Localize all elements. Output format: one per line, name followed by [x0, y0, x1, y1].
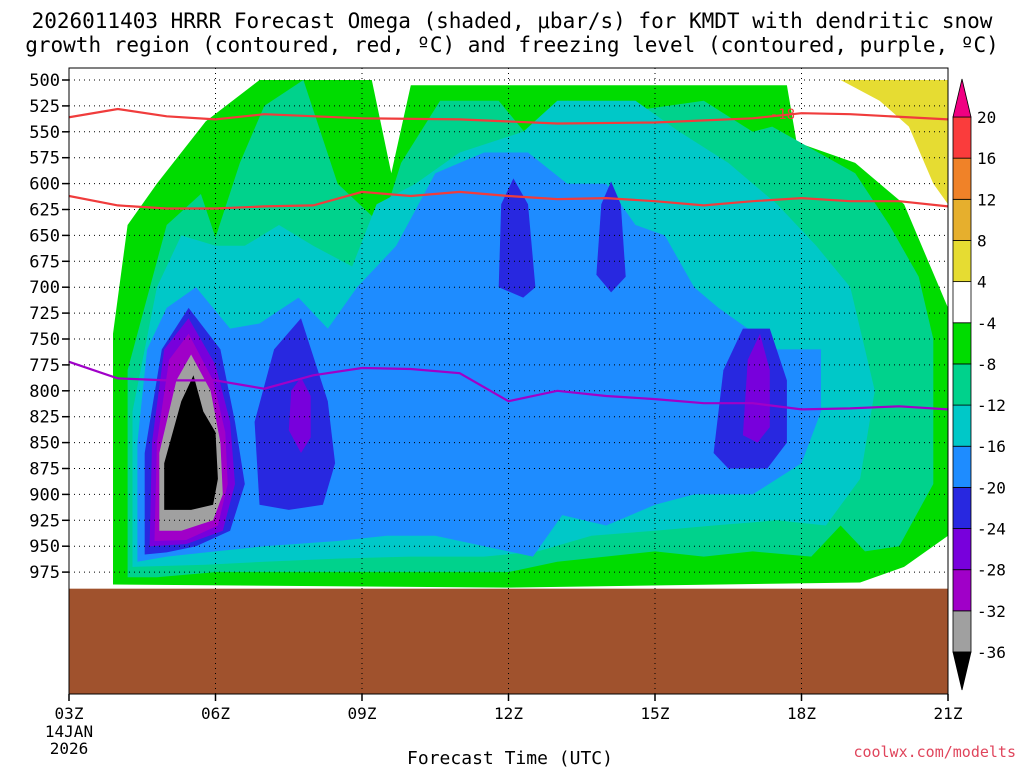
colorbar-label-8: 8	[977, 231, 987, 250]
colorbar-box-2	[952, 528, 972, 571]
y-tick-825: 825	[29, 408, 60, 428]
colorbar-arrow-high	[952, 78, 972, 118]
colorbar-box-10	[952, 198, 972, 241]
colorbar-label--28: -28	[977, 561, 1006, 580]
omega-band-4	[840, 80, 948, 205]
x-axis-label: Forecast Time (UTC)	[407, 748, 613, 768]
chart-title-line1: 2026011403 HRRR Forecast Omega (shaded, …	[32, 9, 993, 33]
omega-band--20c	[498, 178, 536, 298]
ground-strip	[69, 588, 948, 694]
x-tick-09Z: 09Z	[348, 704, 377, 723]
dgz-minus12-contour	[69, 190, 948, 210]
y-tick-850: 850	[29, 434, 60, 454]
dgz-minus18-contour	[69, 107, 948, 125]
colorbar-label-12: 12	[977, 190, 996, 209]
y-tick-600: 600	[29, 175, 60, 195]
y-tick-875: 875	[29, 460, 60, 480]
colorbar-label--4: -4	[977, 314, 996, 333]
credit-text: coolwx.com/modelts	[853, 743, 1016, 761]
x-tick-21Z: 21Z	[934, 704, 963, 723]
dgz-contour-label: -18	[770, 107, 795, 123]
y-tick-950: 950	[29, 537, 60, 557]
y-tick-625: 625	[29, 201, 60, 221]
y-tick-675: 675	[29, 252, 60, 272]
x-tick-18Z: 18Z	[787, 704, 816, 723]
omega-band--36	[164, 375, 218, 510]
colorbar-box-9	[952, 240, 972, 283]
colorbar-label--24: -24	[977, 520, 1006, 539]
colorbar-box-4	[952, 445, 972, 488]
colorbar-box-11	[952, 157, 972, 200]
chart-title-line2: growth region (contoured, red, ºC) and f…	[25, 33, 999, 57]
freezing-level-contour	[69, 360, 948, 411]
omega-band--24c	[742, 333, 770, 443]
colorbar-label--16: -16	[977, 437, 1006, 456]
y-tick-775: 775	[29, 356, 60, 376]
colorbar-label--12: -12	[977, 396, 1006, 415]
colorbar-box-7	[952, 322, 972, 365]
y-tick-900: 900	[29, 485, 60, 505]
y-tick-575: 575	[29, 149, 60, 169]
colorbar-box-1	[952, 569, 972, 612]
colorbar-label-4: 4	[977, 273, 987, 292]
colorbar-label--20: -20	[977, 478, 1006, 497]
colorbar-label-16: 16	[977, 149, 996, 168]
y-tick-700: 700	[29, 278, 60, 298]
omega-band--24b	[288, 377, 311, 453]
colorbar-box-3	[952, 486, 972, 529]
colorbar-label-20: 20	[977, 108, 996, 127]
colorbar-box-5	[952, 404, 972, 447]
x-tick-date: 14JAN	[45, 722, 93, 741]
y-tick-925: 925	[29, 511, 60, 531]
y-tick-750: 750	[29, 330, 60, 350]
y-tick-975: 975	[29, 563, 60, 583]
omega-shading	[113, 80, 948, 588]
x-tick-year: 2026	[50, 739, 89, 758]
colorbar-box-12	[952, 116, 972, 159]
x-tick-15Z: 15Z	[641, 704, 670, 723]
colorbar: -36 -32 -28 -24 -20 -16 -12 -8 -4 4 8 12 16 20	[952, 78, 1006, 691]
ground-surface	[69, 588, 948, 694]
y-tick-650: 650	[29, 226, 60, 246]
colorbar-box-0	[952, 610, 972, 653]
x-tick-03Z: 03Z	[55, 704, 84, 723]
y-tick-550: 550	[29, 123, 60, 143]
y-tick-800: 800	[29, 382, 60, 402]
colorbar-box-6	[952, 363, 972, 406]
y-tick-500: 500	[29, 71, 60, 91]
colorbar-label--8: -8	[977, 355, 996, 374]
y-tick-525: 525	[29, 97, 60, 117]
colorbar-arrow-low	[952, 651, 972, 691]
colorbar-box-8	[952, 281, 972, 324]
x-tick-12Z: 12Z	[494, 704, 523, 723]
x-tick-06Z: 06Z	[201, 704, 230, 723]
y-axis: 500 525 550 575 600 625 650 675 700 725 750 775 800 8…	[29, 71, 69, 583]
plot-area: -18	[68, 67, 949, 695]
contour-lines: -18	[69, 107, 948, 411]
colorbar-label--32: -32	[977, 602, 1006, 621]
y-tick-725: 725	[29, 304, 60, 324]
colorbar-label--36: -36	[977, 643, 1006, 662]
omega-band--20d	[596, 181, 626, 293]
